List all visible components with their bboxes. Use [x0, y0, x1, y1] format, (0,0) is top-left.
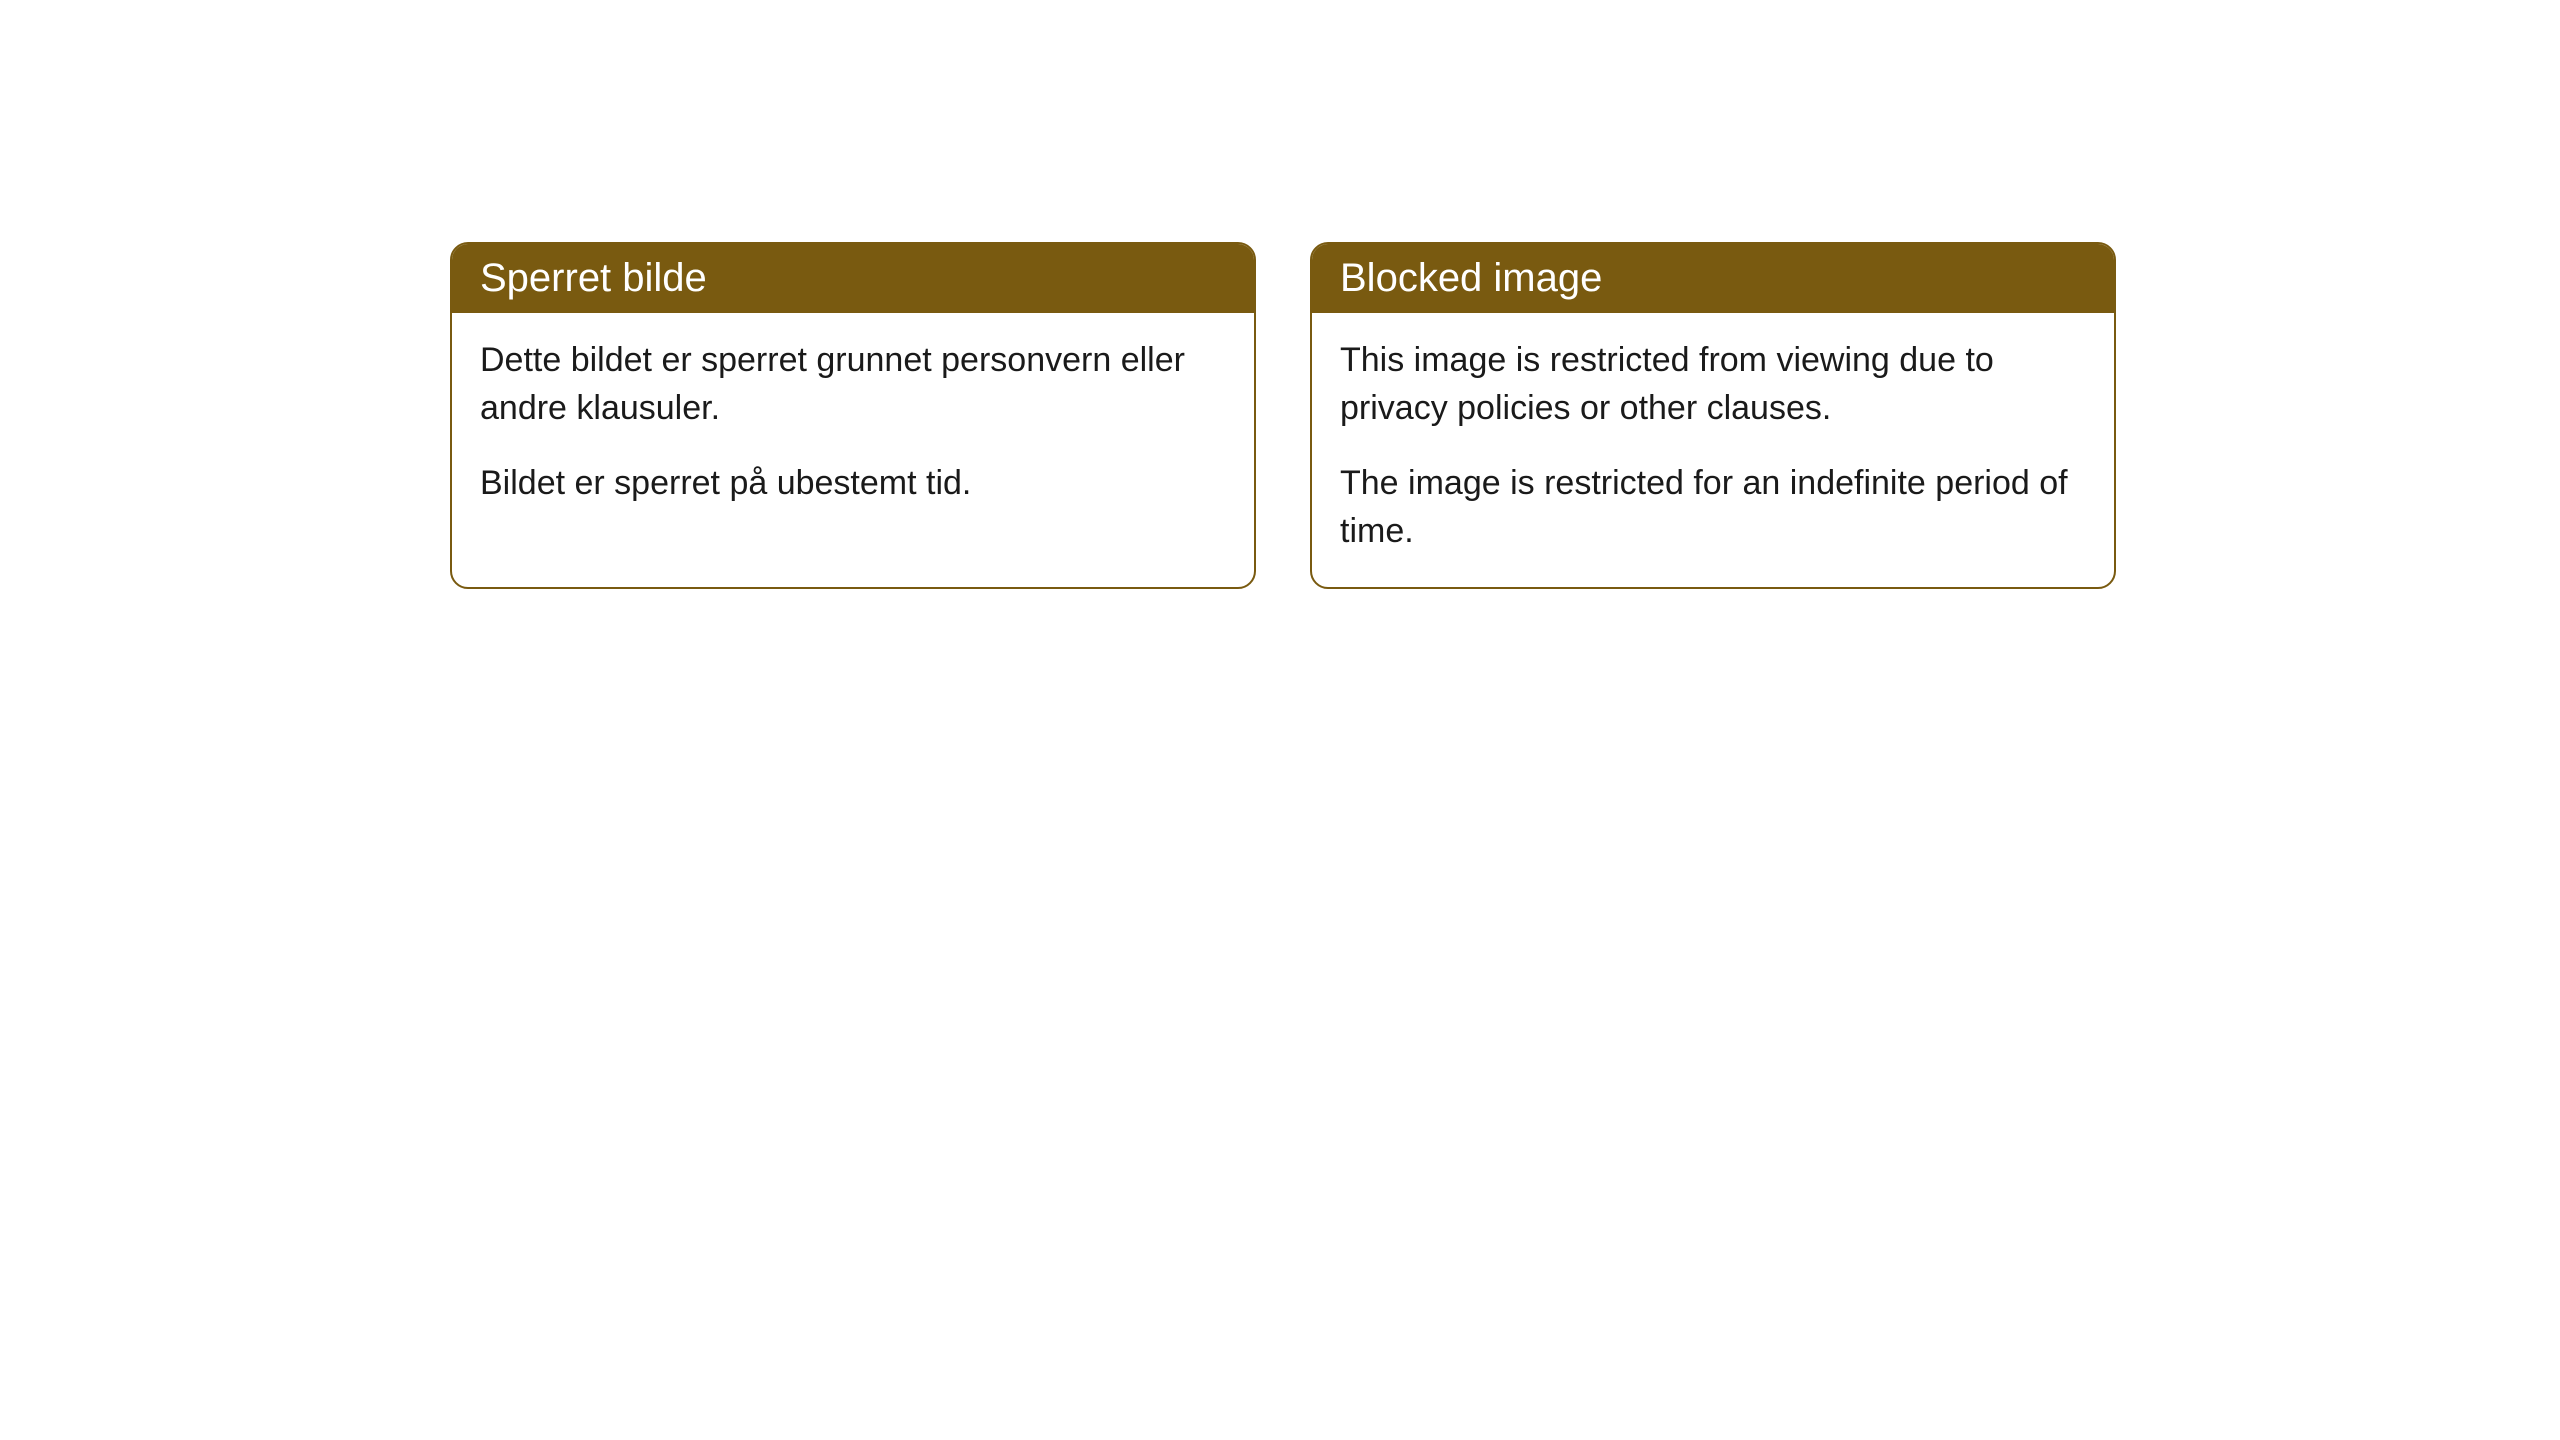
card-header-english: Blocked image [1312, 244, 2114, 313]
card-text-english-1: This image is restricted from viewing du… [1340, 337, 2086, 432]
card-text-english-2: The image is restricted for an indefinit… [1340, 460, 2086, 555]
card-text-norwegian-2: Bildet er sperret på ubestemt tid. [480, 460, 1226, 508]
card-text-norwegian-1: Dette bildet er sperret grunnet personve… [480, 337, 1226, 432]
card-body-english: This image is restricted from viewing du… [1312, 313, 2114, 587]
blocked-image-card-norwegian: Sperret bilde Dette bildet er sperret gr… [450, 242, 1256, 589]
card-body-norwegian: Dette bildet er sperret grunnet personve… [452, 313, 1254, 540]
card-header-norwegian: Sperret bilde [452, 244, 1254, 313]
blocked-image-card-english: Blocked image This image is restricted f… [1310, 242, 2116, 589]
cards-container: Sperret bilde Dette bildet er sperret gr… [450, 242, 2116, 589]
